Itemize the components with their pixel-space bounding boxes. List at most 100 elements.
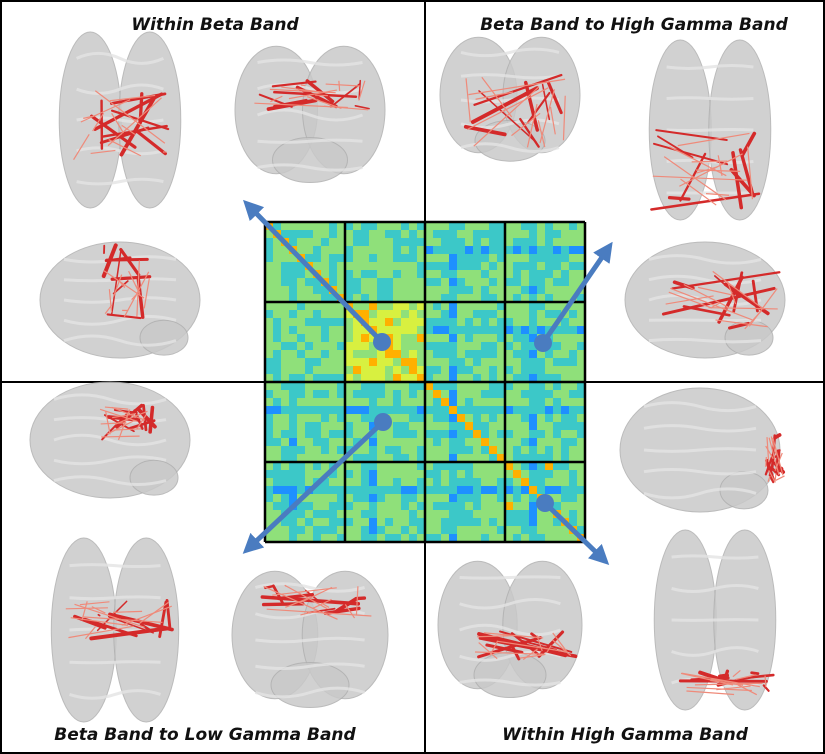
sulcus <box>666 128 754 132</box>
cerebellum <box>724 319 774 356</box>
matrix-cell <box>521 502 530 511</box>
matrix-cell <box>545 286 554 295</box>
matrix-cell <box>513 494 522 503</box>
matrix-cell <box>297 262 306 271</box>
matrix-cell <box>577 510 586 519</box>
matrix-cell <box>273 382 282 391</box>
matrix-cell <box>441 326 450 335</box>
matrix-cell <box>417 254 426 263</box>
matrix-cell <box>537 390 546 399</box>
matrix-cell <box>425 502 434 511</box>
matrix-cell <box>265 470 274 479</box>
matrix-cell <box>289 470 298 479</box>
matrix-cell <box>521 350 530 359</box>
matrix-cell <box>561 350 570 359</box>
matrix-cell <box>329 310 338 319</box>
matrix-cell <box>513 366 522 375</box>
matrix-cell <box>337 262 346 271</box>
matrix-cell <box>401 398 410 407</box>
matrix-cell <box>289 286 298 295</box>
matrix-cell <box>289 430 298 439</box>
matrix-cell <box>289 238 298 247</box>
sulcus <box>643 487 757 500</box>
matrix-cell <box>577 430 586 439</box>
matrix-cell <box>553 526 562 535</box>
matrix-cell <box>377 406 386 415</box>
matrix-cell <box>569 454 578 463</box>
matrix-cell <box>417 286 426 295</box>
matrix-cell <box>569 270 578 279</box>
matrix-cell <box>457 422 466 431</box>
matrix-cell <box>425 414 434 423</box>
connection <box>468 78 566 96</box>
connection <box>68 625 134 639</box>
matrix-cell <box>449 430 458 439</box>
matrix-cell <box>433 318 442 327</box>
matrix-cell <box>529 350 538 359</box>
matrix-cell <box>337 406 346 415</box>
matrix-cell <box>361 478 370 487</box>
matrix-cell <box>281 358 290 367</box>
matrix-cell <box>505 494 514 503</box>
panel-title: Beta Band to High Gamma Band <box>480 15 788 35</box>
matrix-cell <box>289 374 298 383</box>
matrix-cell <box>561 230 570 239</box>
matrix-cell <box>441 350 450 359</box>
matrix-cell <box>273 422 282 431</box>
connection <box>748 288 778 327</box>
matrix-cell <box>385 350 394 359</box>
matrix-cell <box>441 406 450 415</box>
matrix-cell <box>433 254 442 263</box>
matrix-cell <box>305 430 314 439</box>
matrix-cell <box>481 462 490 471</box>
matrix-cell <box>497 526 506 535</box>
matrix-cell <box>521 222 530 231</box>
matrix-cell <box>513 526 522 535</box>
matrix-cell <box>569 486 578 495</box>
matrix-cell <box>297 222 306 231</box>
matrix-cell <box>561 358 570 367</box>
matrix-cell <box>305 326 314 335</box>
matrix-cell <box>481 334 490 343</box>
matrix-cell <box>297 230 306 239</box>
cerebellum <box>129 459 179 496</box>
matrix-cell <box>361 494 370 503</box>
matrix-cell <box>441 518 450 527</box>
matrix-cell <box>337 310 346 319</box>
matrix-cell <box>273 366 282 375</box>
matrix-cell <box>393 230 402 239</box>
matrix-cell <box>449 262 458 271</box>
matrix-cell <box>401 334 410 343</box>
matrix-cell <box>505 286 514 295</box>
matrix-cell <box>465 494 474 503</box>
matrix-cell <box>537 486 546 495</box>
matrix-cell <box>297 470 306 479</box>
matrix-cell <box>497 486 506 495</box>
connection <box>667 195 691 201</box>
matrix-cell <box>321 270 330 279</box>
matrix-cell <box>337 222 346 231</box>
matrix-cell <box>313 302 322 311</box>
matrix-cell <box>505 390 514 399</box>
matrix-cell <box>305 334 314 343</box>
matrix-cell <box>393 526 402 535</box>
matrix-cell <box>561 254 570 263</box>
matrix-cell <box>569 446 578 455</box>
matrix-cell <box>377 382 386 391</box>
matrix-cell <box>401 502 410 511</box>
sulcus <box>648 274 762 285</box>
matrix-cell <box>369 414 378 423</box>
matrix-cell <box>281 534 290 543</box>
matrix-cell <box>465 342 474 351</box>
connection <box>92 112 105 132</box>
matrix-cell <box>521 518 530 527</box>
matrix-cell <box>505 318 514 327</box>
matrix-cell <box>393 470 402 479</box>
brain-view <box>619 387 786 513</box>
matrix-cell <box>425 406 434 415</box>
matrix-cell <box>545 510 554 519</box>
matrix-cell <box>273 246 282 255</box>
connection <box>108 139 142 157</box>
matrix-cell <box>497 302 506 311</box>
matrix-cell <box>537 438 546 447</box>
